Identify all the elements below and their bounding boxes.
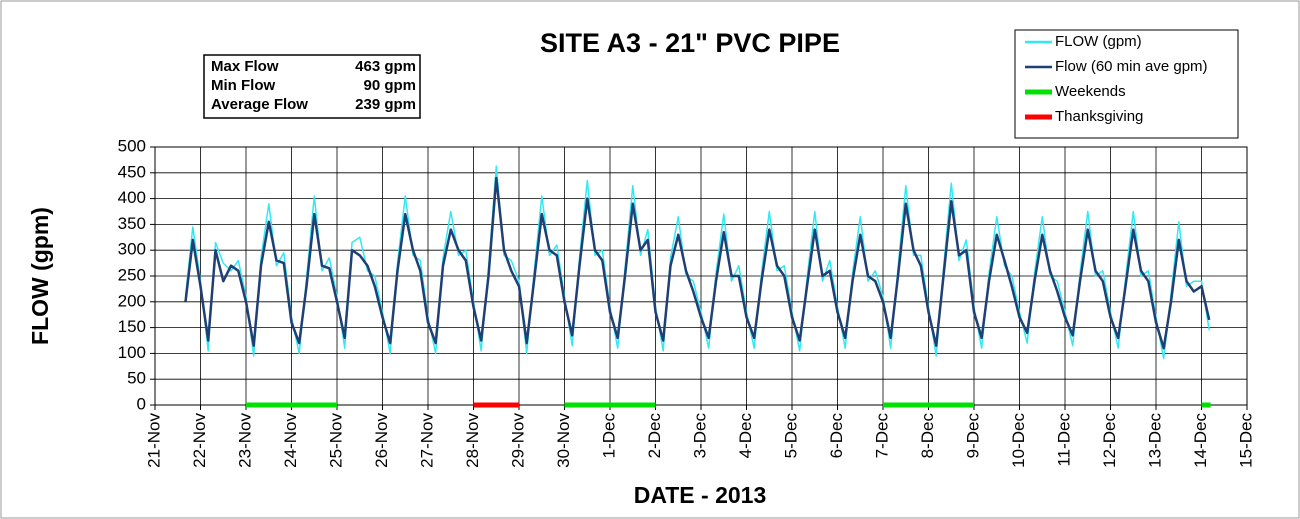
y-tick-label: 250 bbox=[118, 265, 146, 284]
x-tick-label: 30-Nov bbox=[554, 413, 573, 468]
y-tick-label: 150 bbox=[118, 317, 146, 336]
y-tick-label: 300 bbox=[118, 240, 146, 259]
series-line bbox=[184, 176, 1211, 350]
stats-value: 90 gpm bbox=[363, 77, 416, 94]
y-tick-label: 0 bbox=[137, 394, 146, 413]
legend-label: Thanksgiving bbox=[1055, 108, 1143, 125]
x-tick-label: 10-Dec bbox=[1009, 413, 1028, 468]
stats-label: Min Flow bbox=[211, 77, 275, 94]
y-tick-label: 100 bbox=[118, 343, 146, 362]
y-tick-label: 400 bbox=[118, 188, 146, 207]
x-tick-label: 15-Dec bbox=[1236, 413, 1255, 468]
stats-value: 463 gpm bbox=[355, 58, 416, 75]
x-axis-label: DATE - 2013 bbox=[634, 482, 767, 508]
legend-box bbox=[1014, 29, 1239, 139]
x-tick-label: 3-Dec bbox=[690, 413, 709, 459]
stats-value: 239 gpm bbox=[355, 96, 416, 113]
x-tick-label: 7-Dec bbox=[872, 413, 891, 459]
y-tick-label: 450 bbox=[118, 162, 146, 181]
y-tick-label: 50 bbox=[127, 369, 146, 388]
x-tick-label: 26-Nov bbox=[372, 413, 391, 468]
stats-label: Average Flow bbox=[211, 96, 308, 113]
x-tick-label: 21-Nov bbox=[144, 413, 163, 468]
x-tick-label: 13-Dec bbox=[1145, 413, 1164, 468]
x-tick-label: 24-Nov bbox=[281, 413, 300, 468]
x-tick-label: 6-Dec bbox=[827, 413, 846, 459]
x-tick-label: 8-Dec bbox=[918, 413, 937, 459]
legend-label: Weekends bbox=[1055, 83, 1126, 100]
legend-label: Flow (60 min ave gpm) bbox=[1055, 58, 1208, 75]
y-tick-label: 500 bbox=[118, 136, 146, 155]
chart-title: SITE A3 - 21" PVC PIPE bbox=[540, 28, 840, 58]
x-tick-label: 4-Dec bbox=[736, 413, 755, 459]
y-axis-label: FLOW (gpm) bbox=[27, 207, 53, 345]
x-tick-label: 1-Dec bbox=[599, 413, 618, 459]
stats-label: Max Flow bbox=[211, 58, 279, 75]
x-tick-label: 29-Nov bbox=[508, 413, 527, 468]
y-tick-label: 200 bbox=[118, 291, 146, 310]
x-tick-label: 25-Nov bbox=[326, 413, 345, 468]
x-tick-label: 5-Dec bbox=[781, 413, 800, 459]
x-tick-label: 27-Nov bbox=[417, 413, 436, 468]
x-tick-label: 2-Dec bbox=[645, 413, 664, 459]
x-tick-label: 12-Dec bbox=[1100, 413, 1119, 468]
x-tick-label: 9-Dec bbox=[963, 413, 982, 459]
x-tick-label: 14-Dec bbox=[1191, 413, 1210, 468]
legend-label: FLOW (gpm) bbox=[1055, 33, 1142, 50]
x-tick-label: 11-Dec bbox=[1054, 413, 1073, 467]
series-line bbox=[184, 165, 1210, 360]
x-tick-label: 22-Nov bbox=[190, 413, 209, 468]
x-tick-label: 28-Nov bbox=[463, 413, 482, 468]
stats-box bbox=[203, 54, 421, 119]
x-tick-label: 23-Nov bbox=[235, 413, 254, 468]
y-tick-label: 350 bbox=[118, 214, 146, 233]
